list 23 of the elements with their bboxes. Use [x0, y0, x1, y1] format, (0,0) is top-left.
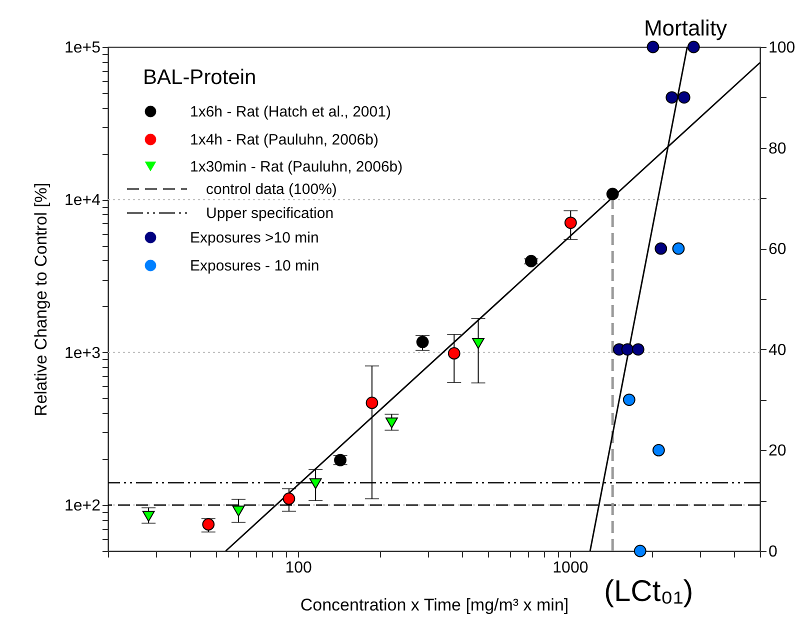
y-tick-label: 1e+3 [64, 344, 101, 362]
legend-label: Exposures >10 min [190, 230, 319, 246]
y2-tick-label: 20 [768, 442, 786, 460]
legend-label: 1x6h - Rat (Hatch et al., 2001) [190, 104, 391, 120]
x-axis-title: Concentration x Time [mg/m³ x min] [300, 596, 569, 614]
y2-tick-label: 60 [768, 241, 786, 258]
y2-tick-label: 0 [768, 544, 778, 560]
y2-tick-label: 40 [768, 342, 786, 359]
legend-label: Upper specification [206, 205, 334, 222]
y-tick-label: 1e+4 [64, 192, 101, 210]
legend-label: 1x4h - Rat (Pauluhn, 2006b) [190, 132, 378, 148]
y2-tick-label: 100 [768, 40, 796, 56]
y2-axis-title: Mortality [644, 16, 728, 40]
legend-label: 1x30min - Rat (Pauluhn, 2006b) [190, 158, 403, 176]
y2-tick-label: 80 [768, 140, 786, 158]
legend-label: Exposures - 10 min [190, 258, 320, 274]
x-tick-label: 1000 [552, 560, 588, 576]
legend-title: BAL-Protein [143, 66, 256, 89]
legend-label: control data (100%) [206, 181, 337, 198]
y-tick-label: 1e+5 [64, 40, 101, 56]
text: (LCt₀₁) [604, 575, 694, 608]
y-axis-title: Relative Change to Control [%] [31, 182, 50, 416]
y-tick-label: 1e+2 [64, 498, 101, 515]
